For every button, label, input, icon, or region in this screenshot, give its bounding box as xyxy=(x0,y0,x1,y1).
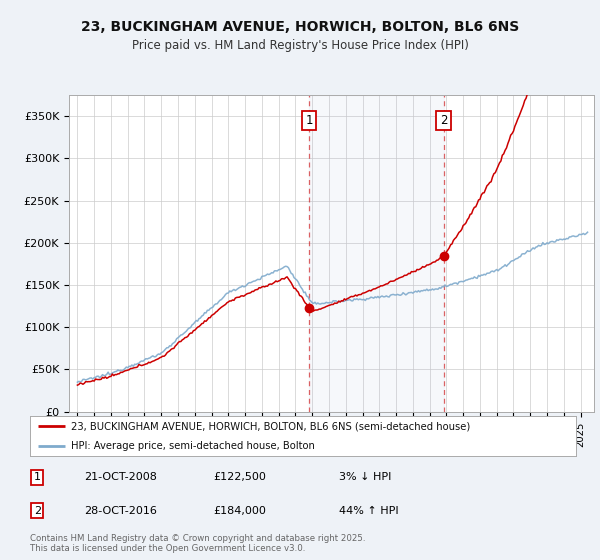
Bar xyxy=(310,95,443,412)
Text: Contains HM Land Registry data © Crown copyright and database right 2025.
This d: Contains HM Land Registry data © Crown c… xyxy=(30,534,365,553)
Text: 1: 1 xyxy=(34,472,41,482)
Text: 21-OCT-2008: 21-OCT-2008 xyxy=(84,472,157,482)
Text: HPI: Average price, semi-detached house, Bolton: HPI: Average price, semi-detached house,… xyxy=(71,441,315,451)
Text: 44% ↑ HPI: 44% ↑ HPI xyxy=(339,506,398,516)
Text: 23, BUCKINGHAM AVENUE, HORWICH, BOLTON, BL6 6NS (semi-detached house): 23, BUCKINGHAM AVENUE, HORWICH, BOLTON, … xyxy=(71,421,470,431)
Text: Price paid vs. HM Land Registry's House Price Index (HPI): Price paid vs. HM Land Registry's House … xyxy=(131,39,469,52)
Text: 23, BUCKINGHAM AVENUE, HORWICH, BOLTON, BL6 6NS: 23, BUCKINGHAM AVENUE, HORWICH, BOLTON, … xyxy=(81,20,519,34)
Text: £122,500: £122,500 xyxy=(213,472,266,482)
Text: 28-OCT-2016: 28-OCT-2016 xyxy=(84,506,157,516)
Text: 2: 2 xyxy=(34,506,41,516)
Text: 2: 2 xyxy=(440,114,447,127)
Text: £184,000: £184,000 xyxy=(213,506,266,516)
Text: 1: 1 xyxy=(305,114,313,127)
Text: 3% ↓ HPI: 3% ↓ HPI xyxy=(339,472,391,482)
